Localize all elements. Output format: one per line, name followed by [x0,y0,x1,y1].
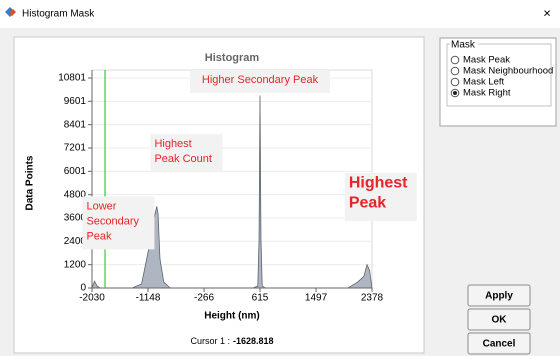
annotation-text: Peak [349,194,386,211]
annotation-box [190,70,331,93]
button-label[interactable]: Apply [485,291,513,302]
radio-button[interactable] [450,55,460,65]
radio-label[interactable]: Mask Peak [463,55,510,66]
mask-legend-bg [450,40,478,49]
cursor-readout: Cursor 1 : -1628.818 [190,336,273,346]
y-tick-label: 7201 [64,143,87,154]
mask-group-title: Mask [451,40,476,51]
app-icon-part [9,9,16,16]
cursor-value: -1628.818 [233,336,274,346]
radio-label[interactable]: Mask Neighbourhood [463,66,553,77]
y-tick-label: 6001 [64,166,87,177]
annotation-box [344,173,417,222]
x-tick-label: -266 [194,293,214,304]
radio-label[interactable]: Mask Right [463,88,511,99]
x-tick-label: 615 [252,293,269,304]
y-tick-label: 2400 [64,236,87,247]
button-label[interactable]: Cancel [483,339,516,350]
mask-group-box [446,43,552,107]
button[interactable] [467,308,531,331]
radio-label[interactable]: Mask Left [463,77,505,88]
annotation-text: Secondary [86,215,139,227]
window-title: Histogram Mask [22,9,95,20]
annotation-box [82,196,155,250]
annotation-text: Peak [86,230,112,242]
annotation-text: Peak Count [154,153,211,165]
y-tick-label: 1200 [64,259,87,270]
y-tick-label: 4800 [64,189,87,200]
y-tick-label: 3600 [64,213,87,224]
annotation-text: Higher Secondary Peak [202,74,319,86]
x-tick-label: -2030 [79,293,105,304]
title-bar [0,0,560,28]
y-tick-label: 8401 [64,119,87,130]
annotation-box [150,134,223,173]
annotation-text: Lower [86,200,116,212]
chart-title: Histogram [205,52,260,64]
chart: Histogram Data Points Height (nm) 0 1200 2400… [25,52,417,346]
y-tick-label: 0 [80,283,86,294]
x-axis-label: Height (nm) [204,311,260,322]
button-label[interactable]: OK [492,315,508,326]
radio-dot[interactable] [453,91,457,95]
button[interactable] [467,284,531,307]
button[interactable] [467,332,531,355]
annotation-text: Highest [154,138,191,150]
radio-button[interactable] [450,66,460,76]
radio-button[interactable] [450,77,460,87]
x-tick-label: 1497 [305,293,328,304]
y-tick-label: 10801 [58,73,86,84]
y-axis-label: Data Points [25,155,36,210]
x-tick-label: -1148 [136,293,161,304]
cursor-label: Cursor 1 : [190,336,230,346]
plot-area [91,69,373,289]
close-button[interactable]: × [543,5,551,20]
y-tick-label: 9601 [64,96,87,107]
button-list: Apply OK Cancel [467,284,531,355]
x-tick-label: 2378 [361,293,384,304]
mask-panel [439,37,557,127]
annotation-text: Highest [349,174,408,191]
